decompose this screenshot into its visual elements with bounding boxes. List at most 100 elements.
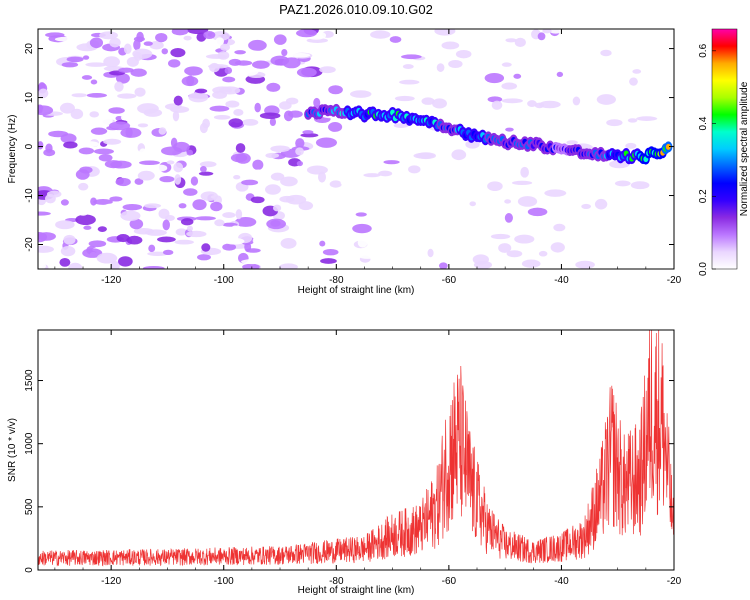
spectrogram-noise-cell	[245, 248, 261, 253]
spectrogram-noise-cell	[60, 133, 77, 144]
spectrogram-noise-cell	[322, 248, 339, 256]
spectrogram-noise-cell	[517, 196, 538, 207]
snr-panel: -120 -100 -80 -60 -40 -20 0 500 1000 1500 Height…	[7, 329, 682, 596]
spectrogram-noise-cell	[401, 54, 422, 60]
spectrogram-noise-cell	[241, 179, 259, 186]
spectrogram-noise-cell	[126, 235, 143, 245]
x-tick-label: -100	[214, 576, 234, 587]
spectrogram-noise-cell	[538, 250, 548, 257]
spectrogram-noise-cell	[159, 175, 175, 183]
spectrogram-noise-cell	[484, 72, 505, 84]
spectrogram-noise-cell	[441, 162, 454, 168]
spectrogram-noise-cell	[134, 178, 144, 185]
spectrogram-noise-cell	[225, 100, 240, 108]
spectrogram-noise-cell	[170, 48, 186, 58]
spectrogram-noise-cell	[506, 250, 523, 258]
spectrogram-frame	[37, 28, 675, 270]
spectrogram-noise-cell	[514, 37, 526, 47]
spectrogram-noise-cell	[376, 222, 395, 233]
spectrogram-noise-cell	[280, 176, 298, 187]
spectrogram-noise-cell	[102, 203, 118, 214]
spectrogram-noise-cell	[133, 39, 141, 51]
spectrogram-noise-cell	[233, 175, 241, 180]
spectrogram-noise-cell	[436, 63, 445, 72]
spectrogram-noise-cell	[529, 176, 543, 186]
spectrogram-noise-cell	[300, 133, 319, 138]
spectrogram-noise-cell	[254, 102, 261, 113]
spectrogram-noise-cell	[316, 85, 333, 95]
spectrogram-noise-cell	[359, 254, 376, 259]
spectrogram-noise-cell	[270, 55, 290, 66]
spectrogram-noise-cell	[633, 59, 648, 65]
spectrogram-x-axis-title: Height of straight line (km)	[298, 285, 415, 296]
spectrogram-noise-cell	[272, 204, 282, 212]
spectrogram-noise-cell	[614, 180, 631, 187]
spectrogram-noise-cell	[171, 29, 189, 36]
spectrogram-noise-cell	[197, 254, 211, 261]
spectrogram-noise-cell	[82, 248, 103, 258]
spectrogram-noise-cell	[90, 79, 98, 85]
spectrogram-noise-cell	[197, 262, 211, 268]
spectrogram-noise-cell	[291, 52, 311, 58]
spectrogram-heatmap	[38, 29, 674, 269]
spectrogram-noise-cell	[172, 110, 180, 122]
spectrogram-noise-cell	[170, 106, 190, 113]
spectrogram-noise-cell	[157, 236, 176, 243]
spectrogram-noise-cell	[309, 157, 326, 165]
spectrogram-noise-cell	[241, 65, 259, 76]
spectrogram-noise-cell	[173, 95, 183, 106]
spectrogram-panel: -120 -100 -80 -60 -40 -20 20 10 0 -10 -20 Height …	[7, 28, 682, 296]
x-tick-label: -100	[214, 275, 234, 286]
spectrogram-noise-cell	[174, 239, 194, 245]
spectrogram-noise-cell	[576, 187, 595, 193]
spectrogram-noise-cell	[279, 101, 292, 110]
spectrogram-noise-cell	[315, 137, 337, 148]
spectrogram-noise-cell	[271, 92, 289, 100]
spectrogram-noise-cell	[38, 82, 46, 91]
spectrogram-noise-cell	[143, 41, 153, 46]
spectrogram-noise-cell	[328, 85, 343, 95]
spectrogram-noise-cell	[241, 259, 262, 265]
spectrogram-noise-cell	[242, 263, 260, 269]
spectrogram-noise-cell	[320, 258, 337, 264]
spectrogram-noise-cell	[430, 46, 441, 57]
spectrogram-noise-cell	[117, 93, 137, 99]
spectrogram-noise-cell	[465, 140, 480, 149]
spectrogram-noise-cell	[142, 266, 165, 269]
spectrogram-noise-cell	[537, 42, 554, 49]
spectrogram-noise-cell	[109, 37, 121, 48]
spectrogram-noise-cell	[441, 41, 460, 50]
spectrogram-noise-cell	[629, 77, 638, 86]
spectrogram-noise-cell	[133, 36, 145, 42]
spectrogram-noise-cell	[139, 160, 160, 166]
spectrogram-noise-cell	[129, 218, 144, 230]
spectrogram-noise-cell	[103, 138, 122, 145]
spectrogram-noise-cell	[183, 35, 192, 41]
spectrogram-noise-cell	[155, 32, 168, 43]
spectrogram-noise-cell	[563, 200, 583, 206]
spectrogram-noise-cell	[541, 95, 548, 101]
spectrogram-noise-cell	[550, 242, 565, 253]
spectrogram-noise-cell	[190, 176, 199, 186]
spectrogram-noise-cell	[220, 43, 231, 51]
spectrogram-noise-cell	[222, 212, 236, 218]
spectrogram-noise-cell	[86, 93, 108, 98]
spectrogram-noise-cell	[143, 108, 163, 117]
spectrogram-noise-cell	[520, 166, 529, 178]
spectrogram-noise-cell	[344, 245, 354, 256]
spectrogram-noise-cell	[188, 92, 209, 103]
spectrogram-noise-cell	[90, 197, 97, 206]
spectrogram-noise-cell	[97, 226, 107, 232]
spectrogram-noise-cell	[109, 196, 123, 202]
spectrogram-noise-cell	[600, 49, 612, 57]
spectrogram-noise-cell	[38, 141, 44, 150]
spectrogram-noise-cell	[224, 237, 245, 245]
spectrogram-noise-cell	[114, 81, 124, 92]
spectrogram-noise-cell	[630, 181, 650, 190]
spectrogram-noise-cell	[634, 161, 643, 171]
colorbar-tick-label: 0.2	[698, 189, 709, 203]
spectrogram-noise-cell	[504, 213, 513, 223]
spectrogram-noise-cell	[280, 237, 297, 249]
x-tick-label: -60	[442, 275, 457, 286]
